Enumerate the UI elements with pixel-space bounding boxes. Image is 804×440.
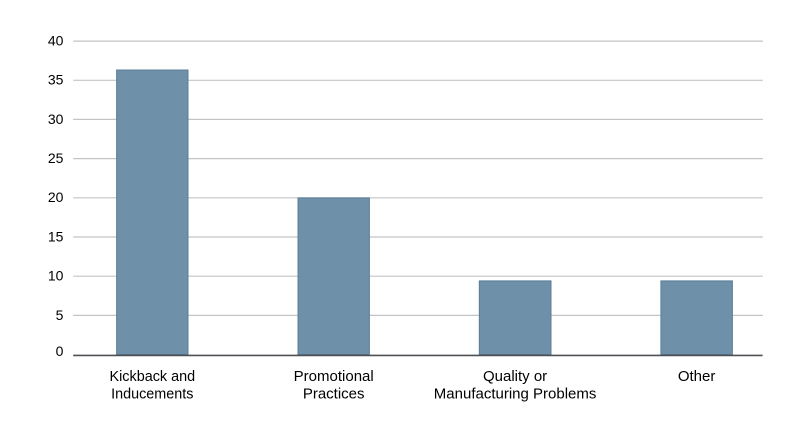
svg-text:25: 25 [48,150,64,166]
svg-text:30: 30 [48,111,64,127]
svg-text:Promotional: Promotional [294,368,374,385]
svg-text:5: 5 [56,307,64,323]
svg-text:Practices: Practices [303,386,365,403]
svg-text:Quality or: Quality or [483,368,547,385]
svg-text:0: 0 [56,343,64,359]
svg-text:Kickback and: Kickback and [110,368,196,385]
svg-text:Manufacturing Problems: Manufacturing Problems [434,386,597,403]
svg-text:15: 15 [48,228,64,244]
svg-text:Inducements: Inducements [111,386,193,403]
svg-text:Other: Other [678,368,716,385]
svg-text:10: 10 [48,268,64,284]
svg-text:20: 20 [48,189,64,205]
svg-text:35: 35 [48,72,64,88]
svg-text:40: 40 [48,33,64,49]
